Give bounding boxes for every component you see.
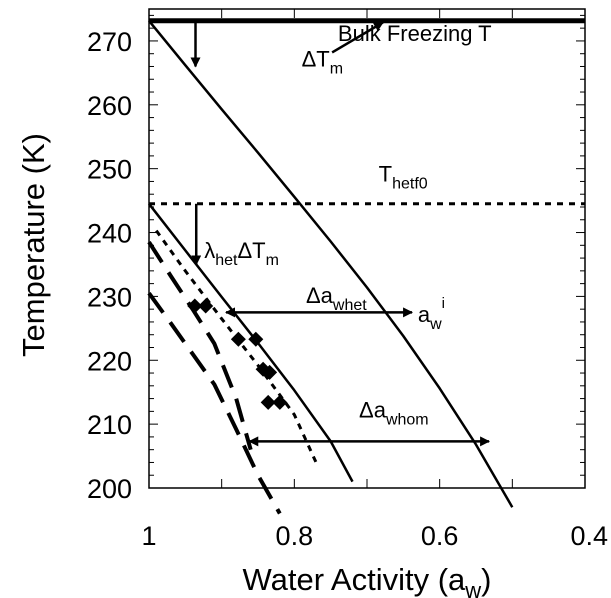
annotation-label: λhetΔTm [204,238,279,269]
series-line-dashed [147,292,282,515]
scatter-point [230,331,246,347]
x-tick-label: 0.6 [421,521,459,551]
y-tick-label: 220 [87,346,132,376]
y-tick-label: 260 [87,91,132,121]
y-tick-label: 230 [87,282,132,312]
axis-labels: Water Activity (aw) Temperature (K) [16,133,492,598]
y-tick-label: 210 [87,410,132,440]
scatter-point [262,364,278,380]
annotation-label: Δawhet [306,283,367,314]
y-tick-label: 270 [87,27,132,57]
x-tick-label: 0.8 [276,521,314,551]
y-tick-label: 250 [87,155,132,185]
y-tick-label: 200 [87,474,132,504]
annotation-label: ΔTm [302,46,343,77]
axes: 200 210 220 230 240 250 260 270 1 0.8 0.6 0.4 [87,8,608,551]
x-tick-label: 1 [141,521,156,551]
scatter-point [187,298,203,314]
y-tick-label: 240 [87,219,132,249]
scatter-point [260,394,276,410]
scatter-point [248,331,264,347]
x-tick-label: 0.4 [570,521,608,551]
x-axis-label: Water Activity (aw) [242,562,491,598]
annotation-label: awi [418,295,445,333]
series-line-dotted [155,229,318,464]
y-axis-label: Temperature (K) [16,133,51,357]
annotation-label: Δawhom [359,398,429,429]
annotation-label: Thetf0 [379,161,428,192]
scatter-point [198,298,214,314]
series-line-solid [148,20,514,508]
scatter-point [272,394,288,410]
series-line-dashed [147,241,253,451]
annotation-arrow [331,21,384,54]
series-group [147,18,585,515]
annotation-label: Bulk Freezing T [338,21,492,46]
